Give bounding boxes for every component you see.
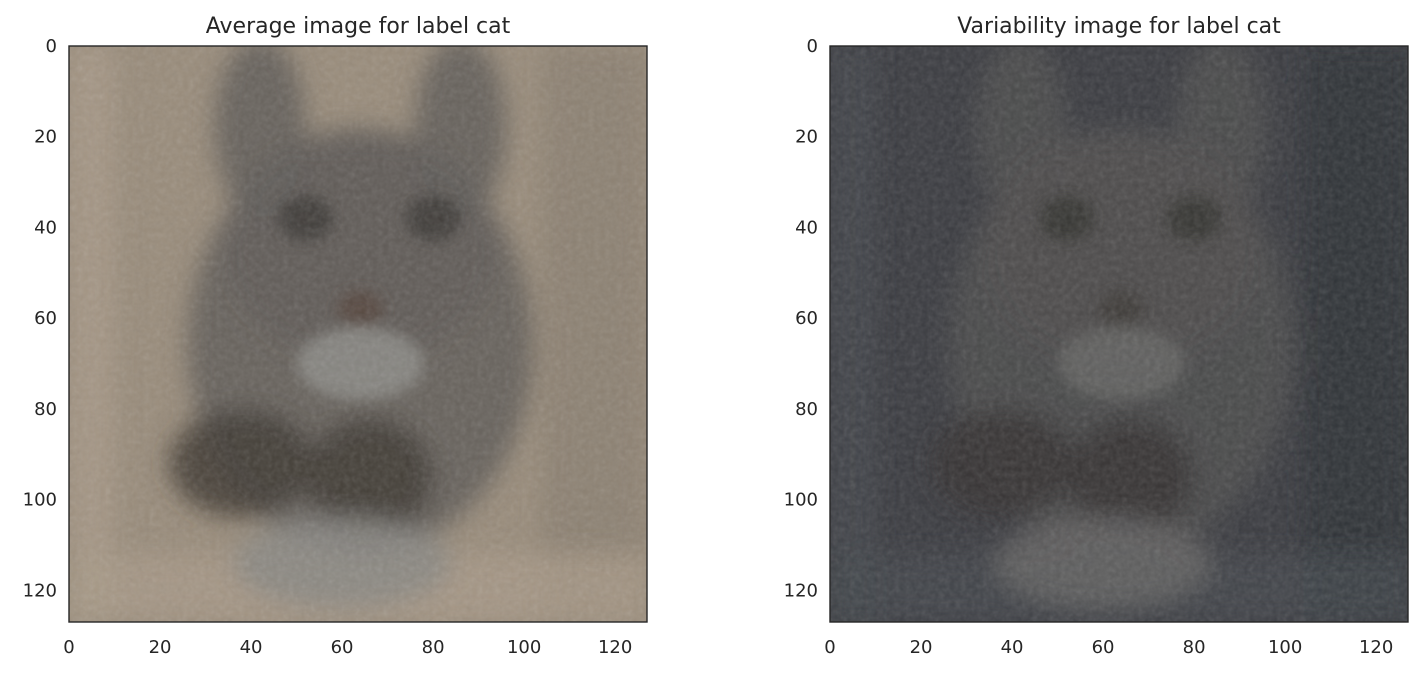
x-tick-label: 100 (507, 637, 541, 658)
x-tick-label: 0 (824, 637, 835, 658)
y-tick-label: 40 (795, 217, 818, 238)
x-tick-label: 120 (1359, 637, 1393, 658)
x-tick-label: 80 (1183, 637, 1206, 658)
image-grain (69, 46, 647, 622)
y-tick-label: 60 (34, 308, 57, 329)
y-tick-label: 100 (23, 490, 57, 511)
panel-title: Average image for label cat (206, 14, 511, 39)
x-tick-label: 20 (149, 637, 172, 658)
x-tick-label: 0 (63, 637, 74, 658)
panel-title: Variability image for label cat (957, 14, 1281, 39)
variability-image-heatmap (830, 46, 1408, 622)
y-tick-label: 120 (784, 580, 818, 601)
axes-frame (829, 45, 1409, 623)
variability-image-panel: Variability image for label cat 0 20 40 60 8… (784, 14, 1409, 658)
x-tick-label: 40 (240, 637, 263, 658)
y-tick-label: 60 (795, 308, 818, 329)
y-tick-label: 40 (34, 217, 57, 238)
average-image-heatmap (69, 46, 647, 622)
x-tick-label: 120 (598, 637, 632, 658)
x-tick-label: 100 (1268, 637, 1302, 658)
x-tick-label: 80 (422, 637, 445, 658)
y-tick-label: 100 (784, 490, 818, 511)
x-tick-label: 40 (1001, 637, 1024, 658)
y-tick-label: 0 (807, 36, 818, 57)
x-tick-label: 20 (910, 637, 933, 658)
y-tick-label: 80 (34, 399, 57, 420)
y-tick-label: 120 (23, 580, 57, 601)
y-tick-label: 80 (795, 399, 818, 420)
y-tick-label: 0 (46, 36, 57, 57)
y-tick-label: 20 (795, 127, 818, 148)
axes-frame (68, 45, 648, 623)
x-tick-label: 60 (331, 637, 354, 658)
y-tick-label: 20 (34, 127, 57, 148)
image-grain (830, 46, 1408, 622)
x-tick-label: 60 (1092, 637, 1115, 658)
average-image-panel: Average image for label cat 0 20 40 60 80 100… (23, 14, 648, 658)
